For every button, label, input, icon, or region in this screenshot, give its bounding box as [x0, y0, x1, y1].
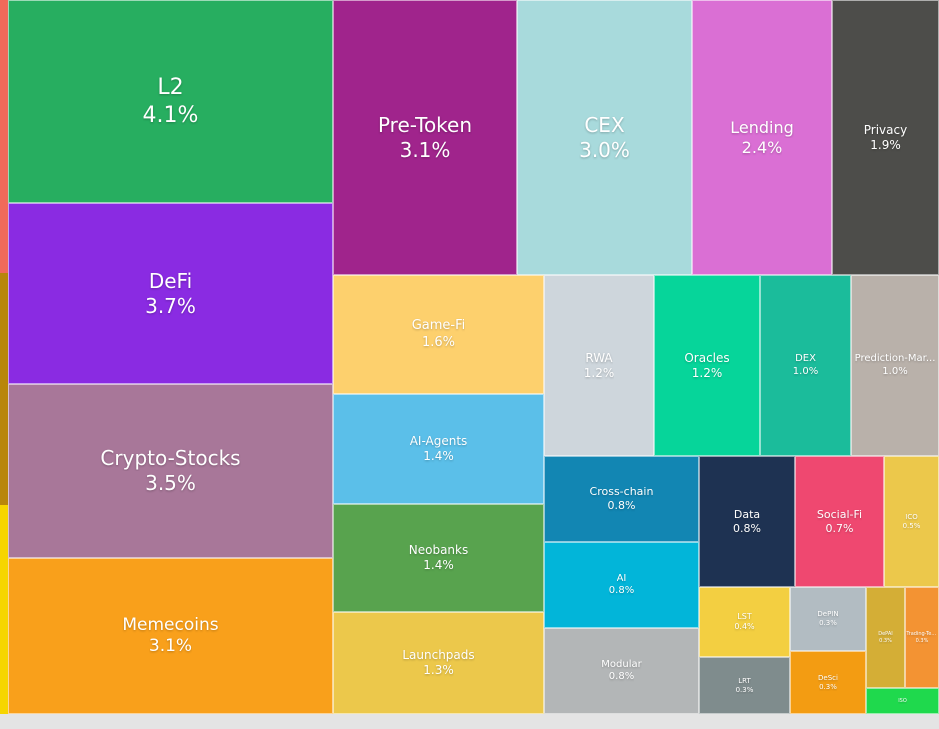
left-edge-strip-red: [0, 0, 8, 273]
footer-bar: [0, 714, 939, 729]
treemap-tile-trading-termin[interactable]: Trading-Termin...0.3%: [905, 587, 939, 688]
tile-label: DEX: [795, 353, 816, 364]
tile-value: 1.2%: [691, 365, 723, 380]
treemap-tile-modular[interactable]: Modular 0.8%: [544, 628, 699, 714]
tile-value: 2.4%: [741, 137, 783, 157]
tile-value: 1.4%: [423, 449, 454, 463]
tile-label: Crypto-Stocks: [100, 446, 241, 470]
tile-label: RWA: [585, 350, 613, 365]
tile-label: DeFi: [148, 268, 193, 293]
tile-label: Game-Fi: [411, 318, 466, 334]
tile-label: DePIN: [817, 610, 839, 619]
tile-label: AI: [616, 572, 627, 584]
tile-value: 0.3%: [915, 637, 929, 644]
treemap-tile-dex[interactable]: DEX 1.0%: [760, 275, 851, 456]
tile-value: 0.3%: [879, 637, 892, 644]
treemap-tile-desci[interactable]: DeSci 0.3%: [790, 651, 866, 714]
tile-label: L2: [157, 75, 184, 100]
tile-value: 0.5%: [902, 521, 921, 530]
tile-label: LRT: [738, 676, 751, 685]
tile-label: Neobanks: [408, 543, 469, 557]
tile-value: 1.3%: [423, 663, 454, 677]
tile-value: 3.1%: [399, 137, 451, 162]
tile-value: 0.3%: [735, 685, 754, 694]
treemap-tile-cex[interactable]: CEX 3.0%: [517, 0, 692, 275]
tile-label: Modular: [601, 658, 642, 670]
tile-label: CEX: [584, 112, 625, 137]
tile-label: ICO: [905, 512, 918, 521]
tile-value: 1.6%: [421, 334, 456, 350]
treemap-tile-oracles[interactable]: Oracles 1.2%: [654, 275, 760, 456]
tile-label: DeSci: [818, 673, 838, 682]
tile-value: 0.8%: [608, 671, 635, 682]
treemap-tile-privacy[interactable]: Privacy 1.9%: [832, 0, 939, 275]
treemap-tile-prediction-mar[interactable]: Prediction-Mar... 1.0%: [851, 275, 939, 456]
treemap-tile-depin[interactable]: DePIN 0.3%: [790, 587, 866, 651]
tile-label: Pre-Token: [377, 112, 473, 137]
tile-label: Lending: [730, 117, 794, 137]
tile-label: Social-Fi: [816, 507, 863, 521]
tile-value: 3.5%: [145, 471, 196, 495]
tile-label: Launchpads: [402, 648, 475, 662]
treemap-tile-launchpads[interactable]: Launchpads 1.3%: [333, 612, 544, 714]
tile-label: Oracles: [684, 350, 730, 365]
tile-label: LST: [737, 612, 752, 621]
tile-value: 1.2%: [583, 365, 615, 380]
tile-label: ISO: [898, 697, 907, 704]
tile-value: 0.3%: [819, 682, 837, 691]
treemap-tile-ico[interactable]: ICO 0.5%: [884, 456, 939, 587]
tile-value: 0.3%: [819, 619, 837, 627]
treemap-tile-social-fi[interactable]: Social-Fi 0.7%: [795, 456, 884, 587]
left-edge-strip-amber: [0, 273, 8, 505]
treemap-tile-crypto-stocks[interactable]: Crypto-Stocks 3.5%: [8, 384, 333, 558]
tile-value: 4.1%: [142, 102, 199, 128]
treemap-tile-memecoins[interactable]: Memecoins 3.1%: [8, 558, 333, 714]
treemap-tile-rwa[interactable]: RWA 1.2%: [544, 275, 654, 456]
tile-value: 1.0%: [882, 365, 908, 377]
treemap-tile-l2[interactable]: L2 4.1%: [8, 0, 333, 203]
tile-value: 1.4%: [423, 558, 454, 572]
treemap-tile-ai[interactable]: AI 0.8%: [544, 542, 699, 628]
tile-value: 3.0%: [579, 137, 630, 162]
tile-value: 0.8%: [607, 499, 636, 512]
treemap-tile-cross-chain[interactable]: Cross-chain 0.8%: [544, 456, 699, 542]
treemap-tile-depai[interactable]: DePAI 0.3%: [866, 587, 905, 688]
treemap-tile-defi[interactable]: DeFi 3.7%: [8, 203, 333, 384]
tile-value: 0.7%: [825, 521, 854, 535]
treemap-tile-iso[interactable]: ISO: [866, 688, 939, 714]
tile-label: Data: [733, 507, 761, 521]
treemap-tile-lending[interactable]: Lending 2.4%: [692, 0, 832, 275]
tile-label: Privacy: [863, 122, 908, 137]
tile-value: 3.7%: [145, 293, 196, 318]
tile-value: 0.8%: [733, 521, 761, 535]
tile-label: Cross-chain: [589, 485, 654, 499]
left-edge-strip-yellow: [0, 505, 8, 714]
treemap-tile-lst[interactable]: LST 0.4%: [699, 587, 790, 657]
treemap-tile-game-fi[interactable]: Game-Fi 1.6%: [333, 275, 544, 394]
tile-value: 1.0%: [792, 365, 819, 377]
tile-label: Memecoins: [122, 614, 219, 635]
tile-value: 3.1%: [148, 636, 193, 656]
treemap-tile-pre-token[interactable]: Pre-Token 3.1%: [333, 0, 517, 275]
tile-value: 0.4%: [734, 622, 755, 631]
tile-label: AI-Agents: [409, 434, 468, 448]
treemap-tile-neobanks[interactable]: Neobanks 1.4%: [333, 504, 544, 612]
tile-label: Prediction-Mar...: [854, 353, 936, 364]
tile-value: 0.8%: [608, 585, 635, 596]
treemap-tile-data[interactable]: Data 0.8%: [699, 456, 795, 587]
treemap-tile-ai-agents[interactable]: AI-Agents 1.4%: [333, 394, 544, 504]
tile-value: 1.9%: [870, 137, 901, 152]
treemap-tile-lrt[interactable]: LRT 0.3%: [699, 657, 790, 714]
